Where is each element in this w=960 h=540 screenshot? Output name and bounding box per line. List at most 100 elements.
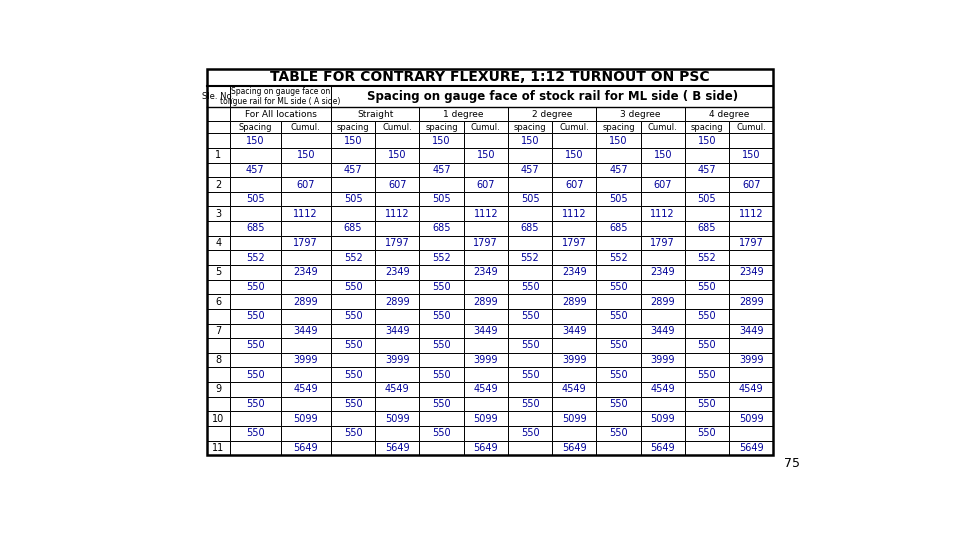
Bar xyxy=(206,69,774,455)
Bar xyxy=(640,163,684,177)
Bar xyxy=(552,192,596,206)
Bar xyxy=(420,353,464,367)
Bar xyxy=(280,411,331,426)
Bar xyxy=(640,177,684,192)
Text: 607: 607 xyxy=(476,179,495,190)
Text: 552: 552 xyxy=(344,253,363,262)
Text: 3449: 3449 xyxy=(385,326,410,336)
Text: Spacing on gauge face on
tongue rail for ML side ( A side): Spacing on gauge face on tongue rail for… xyxy=(221,86,341,106)
Bar xyxy=(331,148,375,163)
Bar xyxy=(684,338,729,353)
Bar xyxy=(552,441,596,455)
Bar xyxy=(206,280,230,294)
Bar xyxy=(206,85,230,107)
Text: 550: 550 xyxy=(344,311,363,321)
Bar xyxy=(684,206,729,221)
Text: 550: 550 xyxy=(698,370,716,380)
Bar xyxy=(596,294,640,309)
Text: 550: 550 xyxy=(432,311,451,321)
Bar xyxy=(230,148,280,163)
Text: Cumul.: Cumul. xyxy=(291,123,321,132)
Bar xyxy=(331,367,375,382)
Text: 1112: 1112 xyxy=(739,209,763,219)
Bar xyxy=(552,280,596,294)
Text: Cumul.: Cumul. xyxy=(648,123,678,132)
Text: 1112: 1112 xyxy=(473,209,498,219)
Bar xyxy=(684,309,729,323)
Bar xyxy=(331,85,774,107)
Text: spacing: spacing xyxy=(602,123,635,132)
Bar xyxy=(230,411,280,426)
Bar xyxy=(375,441,420,455)
Text: 550: 550 xyxy=(344,370,363,380)
Bar xyxy=(206,309,230,323)
Bar xyxy=(508,163,552,177)
Text: 550: 550 xyxy=(610,428,628,438)
Bar xyxy=(552,163,596,177)
Bar xyxy=(552,236,596,251)
Bar xyxy=(420,397,464,411)
Text: 75: 75 xyxy=(784,457,801,470)
Bar xyxy=(230,121,280,133)
Bar xyxy=(280,236,331,251)
Bar xyxy=(552,397,596,411)
Bar xyxy=(640,426,684,441)
Bar xyxy=(596,177,640,192)
Text: spacing: spacing xyxy=(425,123,458,132)
Text: Cumul.: Cumul. xyxy=(560,123,589,132)
Bar xyxy=(230,107,331,121)
Bar xyxy=(684,236,729,251)
Bar xyxy=(596,236,640,251)
Bar xyxy=(420,121,464,133)
Text: 150: 150 xyxy=(698,136,716,146)
Bar xyxy=(464,121,508,133)
Bar xyxy=(684,323,729,338)
Text: 1112: 1112 xyxy=(562,209,587,219)
Text: 1112: 1112 xyxy=(385,209,410,219)
Bar xyxy=(729,148,774,163)
Bar xyxy=(552,133,596,148)
Bar xyxy=(552,121,596,133)
Text: 505: 505 xyxy=(610,194,628,204)
Text: 550: 550 xyxy=(246,370,265,380)
Bar xyxy=(464,397,508,411)
Bar xyxy=(206,148,230,163)
Bar xyxy=(684,280,729,294)
Bar xyxy=(508,236,552,251)
Text: 607: 607 xyxy=(297,179,315,190)
Bar xyxy=(464,192,508,206)
Text: 5649: 5649 xyxy=(739,443,763,453)
Text: 5099: 5099 xyxy=(562,414,587,423)
Text: 2: 2 xyxy=(215,179,222,190)
Bar xyxy=(508,121,552,133)
Bar xyxy=(552,206,596,221)
Bar xyxy=(206,107,230,121)
Text: 552: 552 xyxy=(432,253,451,262)
Bar xyxy=(280,367,331,382)
Bar xyxy=(508,353,552,367)
Bar xyxy=(230,426,280,441)
Bar xyxy=(230,236,280,251)
Text: 685: 685 xyxy=(698,224,716,233)
Bar xyxy=(420,382,464,397)
Bar xyxy=(596,441,640,455)
Bar xyxy=(640,133,684,148)
Bar xyxy=(684,265,729,280)
Bar xyxy=(729,177,774,192)
Text: 685: 685 xyxy=(520,224,540,233)
Text: 552: 552 xyxy=(246,253,265,262)
Bar xyxy=(280,251,331,265)
Text: 150: 150 xyxy=(297,150,315,160)
Bar xyxy=(331,251,375,265)
Text: Spacing on gauge face of stock rail for ML side ( B side): Spacing on gauge face of stock rail for … xyxy=(367,90,737,103)
Text: 3999: 3999 xyxy=(294,355,318,365)
Bar xyxy=(464,441,508,455)
Bar xyxy=(331,441,375,455)
Text: 505: 505 xyxy=(698,194,716,204)
Bar xyxy=(729,280,774,294)
Text: 2899: 2899 xyxy=(294,296,318,307)
Text: 3449: 3449 xyxy=(739,326,763,336)
Bar xyxy=(552,338,596,353)
Text: 2899: 2899 xyxy=(473,296,498,307)
Text: 2349: 2349 xyxy=(294,267,318,278)
